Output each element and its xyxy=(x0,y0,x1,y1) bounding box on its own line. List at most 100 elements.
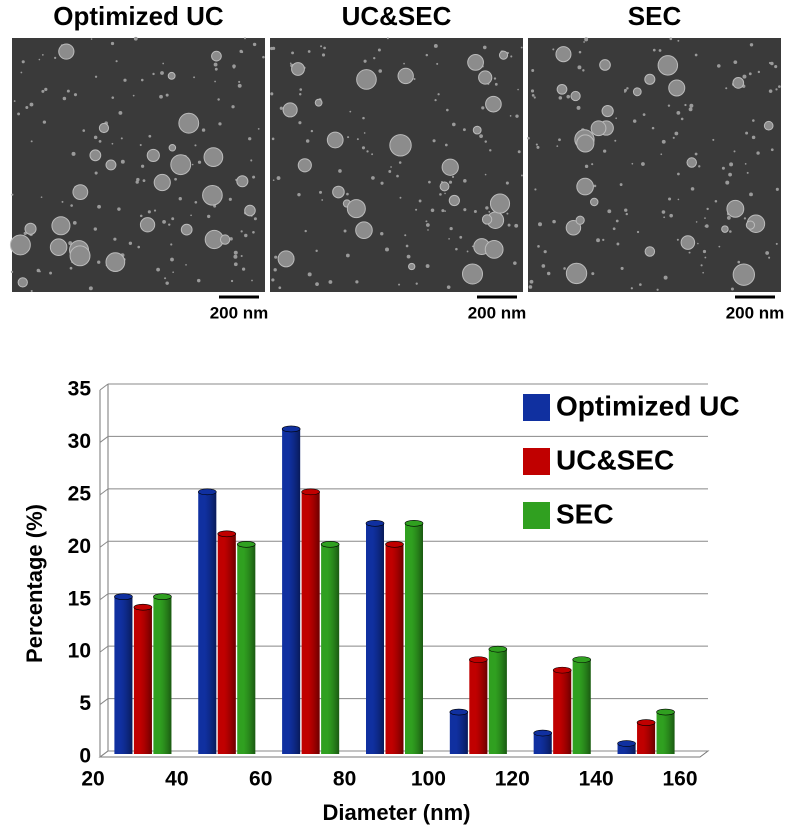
speckle xyxy=(42,120,47,124)
speckle xyxy=(378,69,383,73)
speckle xyxy=(113,237,117,241)
vesicle xyxy=(467,54,484,71)
speckle xyxy=(362,116,365,120)
speckle xyxy=(162,62,165,65)
speckle xyxy=(289,62,292,65)
speckle xyxy=(514,223,519,228)
speckle xyxy=(676,238,679,241)
grid-line-side xyxy=(99,698,109,705)
speckle xyxy=(676,111,681,115)
speckle xyxy=(641,162,645,166)
speckle xyxy=(386,37,389,40)
speckle xyxy=(602,238,605,241)
vesicle xyxy=(178,112,200,134)
speckle xyxy=(636,230,640,234)
speckle xyxy=(725,87,728,90)
vesicle xyxy=(461,263,484,285)
vesicle xyxy=(680,235,696,250)
speckle xyxy=(737,260,741,264)
grid-line-side xyxy=(99,436,109,443)
speckle xyxy=(446,108,449,112)
speckle xyxy=(49,271,52,275)
speckle xyxy=(751,135,756,140)
speckle xyxy=(17,112,21,116)
speckle xyxy=(515,114,519,118)
speckle xyxy=(566,94,571,99)
speckle xyxy=(213,62,218,67)
speckle xyxy=(72,220,77,225)
speckle xyxy=(706,207,709,211)
speckle xyxy=(377,48,381,52)
speckle xyxy=(630,287,633,290)
speckle xyxy=(380,181,384,185)
legend-label: UC&SEC xyxy=(556,444,674,475)
vesicle xyxy=(17,277,28,288)
speckle xyxy=(69,266,73,270)
vesicle xyxy=(24,222,37,235)
vesicle xyxy=(599,59,611,71)
speckle xyxy=(463,179,467,183)
speckle xyxy=(404,234,407,237)
x-tick-label: 160 xyxy=(662,768,697,791)
speckle xyxy=(349,110,352,113)
vesicle xyxy=(58,43,75,60)
speckle xyxy=(385,247,389,252)
speckle xyxy=(546,271,551,276)
speckle xyxy=(139,144,142,147)
bar-shade xyxy=(133,607,152,754)
speckle xyxy=(253,217,257,221)
vesicle xyxy=(105,252,126,273)
speckle xyxy=(689,103,694,108)
speckle xyxy=(444,143,448,147)
speckle xyxy=(135,180,139,184)
speckle xyxy=(406,254,411,259)
speckle xyxy=(196,278,201,283)
speckle xyxy=(165,281,169,285)
vesicle xyxy=(439,181,450,192)
vesicle xyxy=(601,104,614,118)
speckle xyxy=(728,172,732,177)
speckle xyxy=(507,223,511,227)
speckle xyxy=(700,264,703,267)
vesicle xyxy=(170,154,192,176)
vesicle xyxy=(180,223,193,236)
x-tick-label: 40 xyxy=(165,768,188,791)
speckle xyxy=(451,175,455,178)
speckle xyxy=(576,105,581,110)
speckle xyxy=(505,181,509,185)
speckle xyxy=(88,286,93,291)
y-tick-label: 15 xyxy=(68,587,92,610)
vesicle xyxy=(277,250,295,268)
vesicle xyxy=(590,197,599,207)
speckle xyxy=(21,60,25,64)
vesicle xyxy=(389,134,412,157)
speckle xyxy=(552,48,555,51)
speckle xyxy=(323,46,326,50)
speckle xyxy=(279,106,283,110)
bar-cap xyxy=(217,530,237,538)
bar-cap xyxy=(469,656,488,663)
vesicle xyxy=(478,70,493,85)
speckle xyxy=(778,85,781,88)
speckle xyxy=(38,58,41,61)
speckle xyxy=(603,149,607,153)
speckle xyxy=(466,250,469,253)
grid-line-side xyxy=(99,645,109,653)
speckle xyxy=(768,89,773,93)
y-tick-label: 30 xyxy=(68,430,91,453)
speckle xyxy=(677,39,680,42)
speckle xyxy=(248,137,252,141)
vesicle xyxy=(355,221,373,240)
vesicle xyxy=(168,143,177,152)
speckle xyxy=(147,210,151,214)
speckle xyxy=(427,229,429,231)
vesicle xyxy=(632,87,642,97)
speckle xyxy=(44,87,48,91)
speckle xyxy=(185,263,187,266)
speckle xyxy=(448,238,450,240)
speckle xyxy=(66,89,70,93)
vesicle xyxy=(244,204,256,217)
speckle xyxy=(509,115,512,117)
speckle xyxy=(506,212,509,215)
bar-shade xyxy=(533,733,552,754)
